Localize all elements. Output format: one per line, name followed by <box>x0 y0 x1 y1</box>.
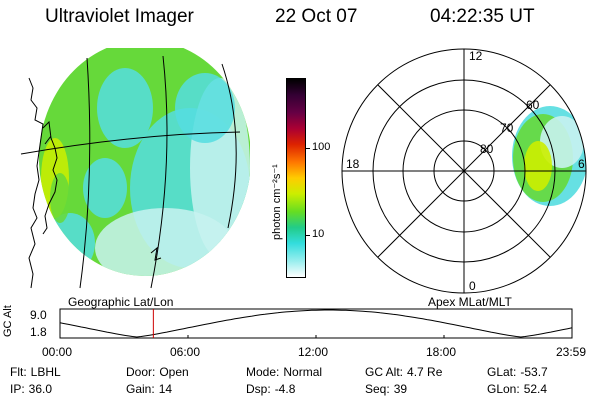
geographic-image-panel <box>20 48 250 289</box>
info-gain: Gain: 14 <box>126 382 173 396</box>
flt-value: LBHL <box>30 365 61 379</box>
altitude-tick-low: 1.8 <box>30 325 47 339</box>
altitude-tick-high: 9.0 <box>30 308 47 322</box>
colorbar-unit-label: photon cm⁻²s⁻¹ <box>271 164 283 240</box>
ip-value: 36.0 <box>28 382 53 396</box>
seq-value: 39 <box>393 382 408 396</box>
mlt-spokes <box>342 49 586 293</box>
polar-emission-image <box>512 106 586 206</box>
mlat-label-70: 70 <box>500 121 514 135</box>
glon-value: 52.4 <box>523 382 548 396</box>
observation-time: 04:22:35 UT <box>430 6 535 27</box>
colorbar-ticks: 100 10 <box>305 78 345 278</box>
info-gc-alt: GC Alt: 4.7 Re <box>365 365 443 379</box>
time-tick-1800: 18:00 <box>426 345 457 359</box>
mode-value: Normal <box>283 365 323 379</box>
mlt-label-6: 6 <box>578 157 585 171</box>
gain-value: 14 <box>158 382 173 396</box>
colorbar <box>286 78 306 278</box>
island-outline <box>150 246 162 261</box>
mlat-label-60: 60 <box>526 98 540 112</box>
longitude-line <box>221 63 237 229</box>
info-mode: Mode: Normal <box>246 365 323 379</box>
altitude-plot-frame <box>59 308 573 339</box>
emission-patch <box>83 158 127 218</box>
coastline <box>28 77 58 289</box>
dsp-value: -4.8 <box>274 382 296 396</box>
mlt-label-12: 12 <box>469 49 483 63</box>
emission-patch <box>50 173 70 223</box>
altitude-x-ticks <box>187 335 445 338</box>
glat-value: -53.7 <box>520 365 548 379</box>
header-bar: Ultraviolet Imager 22 Oct 07 04:22:35 UT <box>0 4 600 30</box>
mlat-label-80: 80 <box>480 142 494 156</box>
observation-date: 22 Oct 07 <box>275 6 358 27</box>
geographic-caption: Geographic Lat/Lon <box>68 295 174 309</box>
gc-alt-value: 4.7 Re <box>407 365 443 379</box>
info-ip: IP: 36.0 <box>10 382 53 396</box>
lat-lon-grid <box>20 55 241 289</box>
emission-patch <box>95 208 235 276</box>
info-glat: GLat: -53.7 <box>487 365 548 379</box>
apex-caption: Apex MLat/MLT <box>428 295 512 309</box>
instrument-title: Ultraviolet Imager <box>45 6 194 27</box>
colorbar-tick-10: 10 <box>312 228 325 240</box>
altitude-plot <box>59 308 573 339</box>
info-door: Door: Open <box>126 365 189 379</box>
door-value: Open <box>159 365 189 379</box>
info-seq: Seq: 39 <box>365 382 408 396</box>
time-tick-1200: 12:00 <box>298 345 329 359</box>
info-flt: Flt: LBHL <box>10 365 61 379</box>
mlt-label-0: 0 <box>469 279 476 293</box>
time-tick-0600: 06:00 <box>170 345 201 359</box>
longitude-line <box>79 57 91 289</box>
time-tick-0000: 00:00 <box>42 345 73 359</box>
time-tick-2359: 23:59 <box>556 345 587 359</box>
info-dsp: Dsp: -4.8 <box>246 382 296 396</box>
mlt-label-18: 18 <box>346 157 360 171</box>
uv-emission-image <box>39 48 250 276</box>
emission-patch <box>175 73 235 143</box>
emission-patch <box>97 68 153 148</box>
apex-polar-panel: 12 0 18 6 80 70 60 <box>341 48 587 294</box>
latitude-line <box>20 131 241 155</box>
altitude-curve <box>59 309 573 338</box>
emission-patch <box>540 116 584 168</box>
longitude-line <box>150 55 168 289</box>
emission-patch <box>524 141 552 191</box>
emission-patch <box>45 213 95 273</box>
info-glon: GLon: 52.4 <box>487 382 548 396</box>
colorbar-tick-100: 100 <box>312 141 331 153</box>
